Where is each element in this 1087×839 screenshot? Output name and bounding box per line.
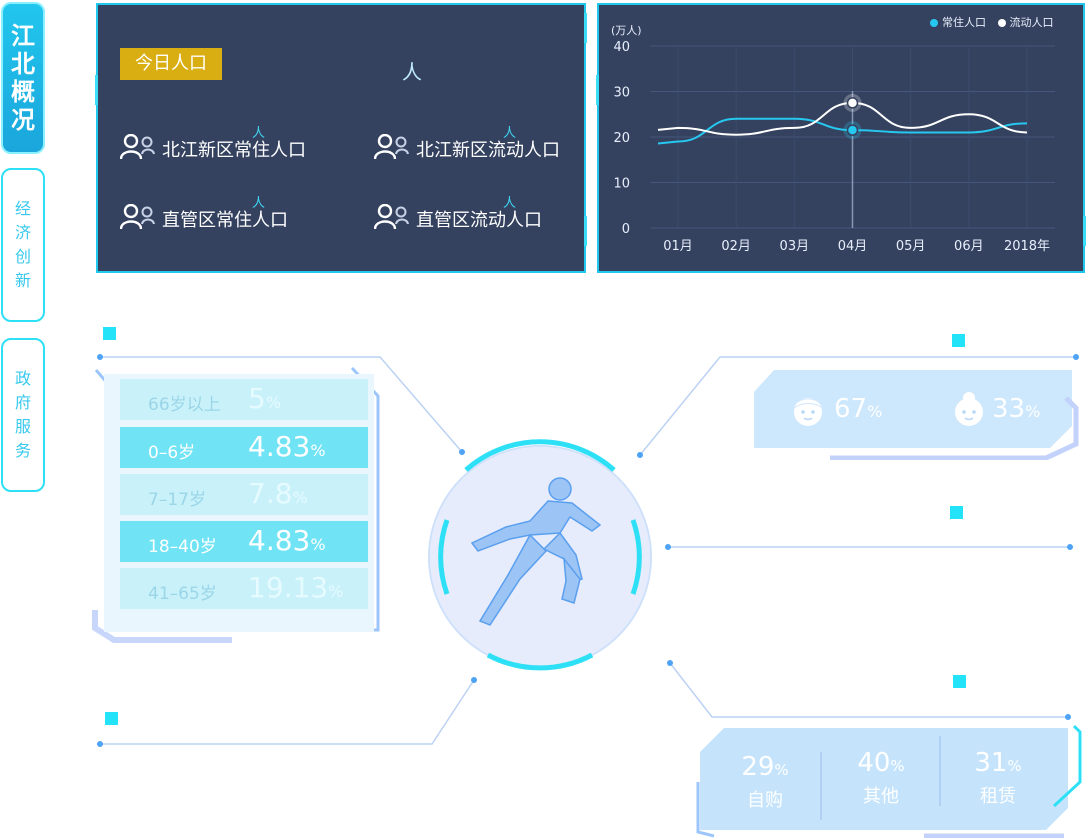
- housing-pct: 31%: [974, 748, 1022, 778]
- users-icon: [120, 204, 155, 230]
- panel-corner: [95, 75, 112, 105]
- population-total-unit: 人: [402, 60, 422, 84]
- stat-beijiang-floating: 北江新区流动人口 人: [374, 122, 574, 162]
- x-tick-label: 06月: [954, 239, 984, 254]
- stat-label: 直管区流动人口: [416, 210, 542, 231]
- nav-item-label: 江北概况: [11, 22, 35, 134]
- stat-unit: 人: [503, 126, 517, 141]
- stat-unit: 人: [503, 196, 517, 211]
- marker-square: [950, 506, 963, 519]
- highlight-point: [846, 124, 859, 136]
- legend-dot-resident: [930, 19, 938, 27]
- male-percentage: 67%: [834, 394, 883, 424]
- nav-item-economy[interactable]: 经济创新: [1, 168, 45, 322]
- stat-label: 直管区常住人口: [162, 210, 288, 231]
- running-figure-icon: [470, 477, 602, 626]
- age-range: 7–17岁: [148, 490, 206, 510]
- stat-unit: 人: [252, 196, 266, 211]
- stat-beijiang-resident: 北江新区常住人口 人: [120, 122, 350, 162]
- age-range: 0–6岁: [148, 443, 196, 463]
- x-tick-label: 04月: [838, 239, 868, 254]
- age-row: 7–17岁 7.8%: [120, 474, 368, 515]
- boy-face-icon: [793, 398, 823, 426]
- age-row: 18–40岁 4.83%: [120, 521, 368, 562]
- stat-label: 北江新区流动人口: [416, 140, 560, 161]
- users-icon: [374, 204, 409, 230]
- stat-unit: 人: [252, 126, 266, 141]
- highlight-point: [846, 97, 859, 109]
- gender-panel-frame: [754, 370, 1079, 460]
- nav-item-government[interactable]: 政府服务: [1, 338, 45, 492]
- nav-item-label: 政府服务: [14, 369, 31, 460]
- population-title: 今日人口: [120, 48, 222, 80]
- age-row: 0–6岁 4.83%: [120, 427, 368, 468]
- nav-item-label: 经济创新: [14, 199, 31, 290]
- panel-corner: [596, 75, 613, 105]
- x-tick-label: 03月: [780, 239, 810, 254]
- age-range: 41–65岁: [148, 584, 217, 604]
- age-value: 19.13%: [248, 571, 344, 604]
- age-value: 4.83%: [248, 524, 326, 557]
- age-range: 66岁以上: [148, 395, 221, 415]
- users-icon: [120, 134, 155, 160]
- age-value: 4.83%: [248, 430, 326, 463]
- x-tick-label: 02月: [721, 239, 751, 254]
- legend-label: 常住人口: [942, 16, 986, 29]
- age-row: 66岁以上 5%: [120, 379, 368, 420]
- girl-face-icon: [955, 392, 983, 426]
- housing-label: 租赁: [980, 786, 1016, 807]
- housing-stat-owned: 29% 自购: [720, 752, 810, 812]
- housing-stat-rent: 31% 租赁: [953, 748, 1043, 808]
- stat-zhiguan-floating: 直管区流动人口 人: [374, 192, 574, 232]
- age-value: 5%: [248, 382, 282, 415]
- legend-label: 流动人口: [1009, 16, 1054, 29]
- x-tick-label: 2018年: [1004, 239, 1050, 254]
- housing-panel-frame: [696, 724, 1082, 838]
- marker-square: [952, 334, 965, 347]
- legend-dot-floating: [997, 19, 1006, 27]
- housing-stat-other: 40% 其他: [836, 748, 926, 808]
- y-tick-label: 30: [613, 86, 630, 101]
- female-percentage: 33%: [992, 394, 1041, 424]
- nav-item-overview[interactable]: 江北概况: [1, 2, 45, 154]
- panel-corner: [570, 13, 587, 43]
- y-tick-label: 40: [613, 40, 630, 55]
- y-axis-label: (万人): [611, 24, 642, 37]
- chart-legend: 常住人口 流动人口: [930, 14, 1054, 30]
- y-tick-label: 20: [613, 131, 630, 146]
- marker-square: [105, 712, 118, 725]
- housing-label: 自购: [747, 790, 783, 811]
- age-value: 7.8%: [248, 477, 308, 510]
- panel-corner: [1069, 216, 1086, 246]
- housing-pct: 40%: [857, 748, 905, 778]
- age-row: 41–65岁 19.13%: [120, 568, 368, 609]
- housing-label: 其他: [863, 786, 899, 807]
- population-line-chart: (万人) 0 10 20 30 40 01月 02月 03月 04月 05月 06月 2018年: [611, 24, 1055, 254]
- y-tick-label: 0: [622, 222, 630, 237]
- panel-corner: [570, 216, 587, 246]
- age-range: 18–40岁: [148, 537, 217, 557]
- y-tick-label: 10: [613, 177, 630, 192]
- stat-label: 北江新区常住人口: [162, 140, 306, 161]
- x-tick-label: 05月: [896, 239, 926, 254]
- marker-square: [953, 675, 966, 688]
- marker-square: [103, 327, 116, 340]
- x-tick-label: 01月: [663, 239, 693, 254]
- users-icon: [374, 134, 409, 160]
- housing-pct: 29%: [741, 752, 789, 782]
- stat-zhiguan-resident: 直管区常住人口 人: [120, 192, 350, 232]
